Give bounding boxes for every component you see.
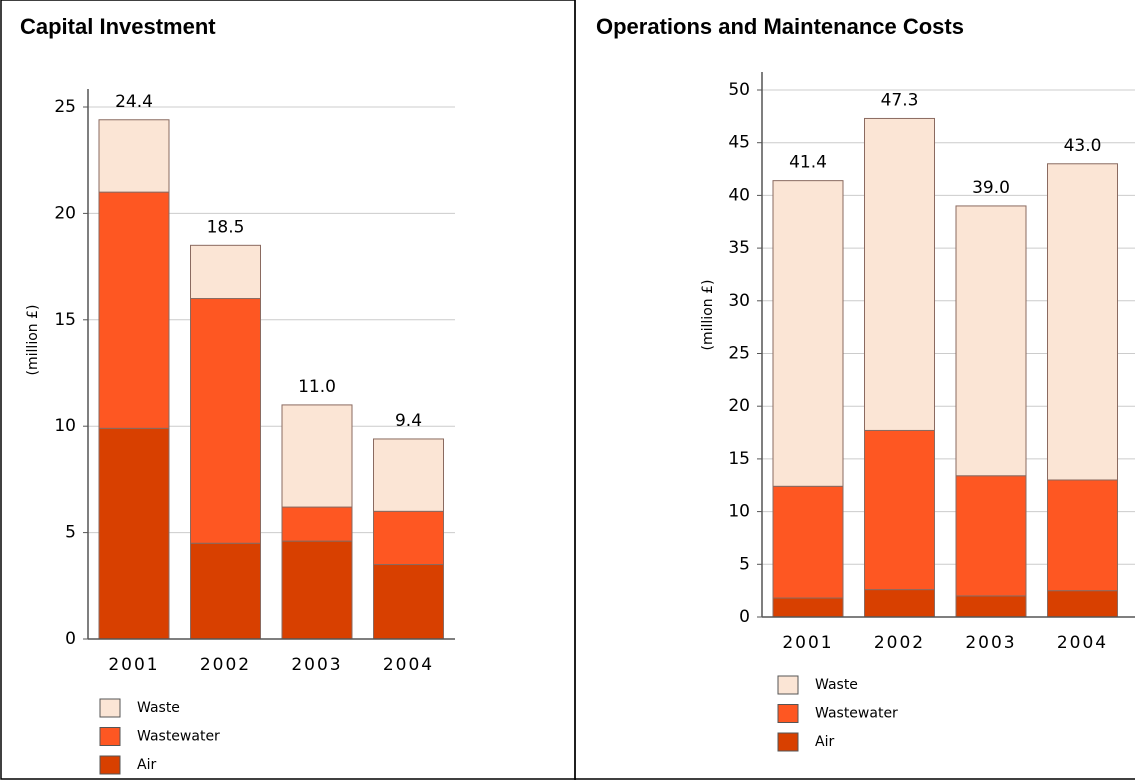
bar-segment [1047, 590, 1118, 618]
y-tick-label: 45 [728, 133, 750, 153]
legend-swatch [777, 732, 799, 752]
total-label: 43.0 [1064, 136, 1102, 156]
bar-segment [98, 427, 170, 640]
total-label: 18.5 [207, 217, 245, 237]
y-tick-label: 25 [54, 97, 76, 117]
total-label: 41.4 [789, 153, 827, 173]
bar-segment [98, 119, 170, 193]
bar-segment [1047, 479, 1118, 592]
bar-segment [1047, 163, 1118, 481]
y-tick-label: 0 [739, 607, 750, 627]
bar-segment [190, 542, 261, 640]
bar-segment [955, 475, 1027, 597]
bar-segment [772, 180, 844, 487]
bar-segment [955, 205, 1027, 477]
bar-segment [190, 298, 261, 544]
legend-label: Waste [137, 700, 180, 716]
bar-segment [955, 595, 1027, 618]
y-tick-label: 20 [728, 396, 750, 416]
x-tick-label: 2002 [200, 655, 251, 675]
y-tick-label: 10 [54, 416, 76, 436]
bar-segment [190, 244, 261, 300]
bar-segment [864, 429, 935, 591]
y-tick-label: 30 [728, 291, 750, 311]
legend-swatch [99, 727, 121, 746]
bar-segment [281, 506, 353, 542]
legend-swatch [99, 755, 121, 775]
y-tick-label: 50 [728, 80, 750, 100]
legend-swatch [99, 698, 121, 718]
legend-label: Wastewater [137, 729, 220, 745]
total-label: 11.0 [298, 377, 336, 397]
legend-label: Air [815, 734, 834, 750]
legend-swatch [777, 704, 799, 723]
chart-title: Operations and Maintenance Costs [596, 14, 964, 39]
y-tick-label: 10 [728, 502, 750, 522]
legend-label: Air [137, 757, 156, 773]
x-tick-label: 2003 [965, 633, 1016, 653]
chart-title: Capital Investment [20, 14, 216, 39]
y-tick-label: 0 [65, 629, 76, 649]
x-tick-label: 2001 [782, 633, 833, 653]
bar-segment [281, 404, 353, 508]
bar-segment [772, 597, 844, 618]
y-tick-label: 5 [739, 554, 750, 574]
y-tick-label: 35 [728, 238, 750, 258]
y-tick-label: 15 [54, 310, 76, 330]
total-label: 9.4 [395, 411, 422, 431]
y-axis-label: (million £) [25, 305, 41, 376]
total-label: 39.0 [972, 178, 1010, 198]
x-tick-label: 2003 [291, 655, 342, 675]
bar-segment [373, 510, 444, 566]
left-panel [0, 0, 576, 780]
bar-segment [772, 485, 844, 599]
x-tick-label: 2004 [383, 655, 434, 675]
x-tick-label: 2002 [874, 633, 925, 653]
bar-segment [98, 191, 170, 429]
y-tick-label: 20 [54, 203, 76, 223]
y-tick-label: 5 [65, 523, 76, 543]
y-axis-label: (million £) [700, 280, 716, 351]
y-tick-label: 15 [728, 449, 750, 469]
bar-segment [281, 540, 353, 640]
total-label: 47.3 [881, 90, 919, 110]
y-tick-label: 40 [728, 185, 750, 205]
total-label: 24.4 [115, 92, 153, 112]
y-tick-label: 25 [728, 344, 750, 364]
legend-swatch [777, 675, 799, 695]
bar-segment [373, 564, 444, 640]
bar-segment [864, 117, 935, 431]
bar-segment [373, 438, 444, 512]
legend-label: Wastewater [815, 706, 898, 722]
legend-label: Waste [815, 677, 858, 693]
x-tick-label: 2001 [108, 655, 159, 675]
bar-segment [864, 589, 935, 618]
x-tick-label: 2004 [1057, 633, 1108, 653]
